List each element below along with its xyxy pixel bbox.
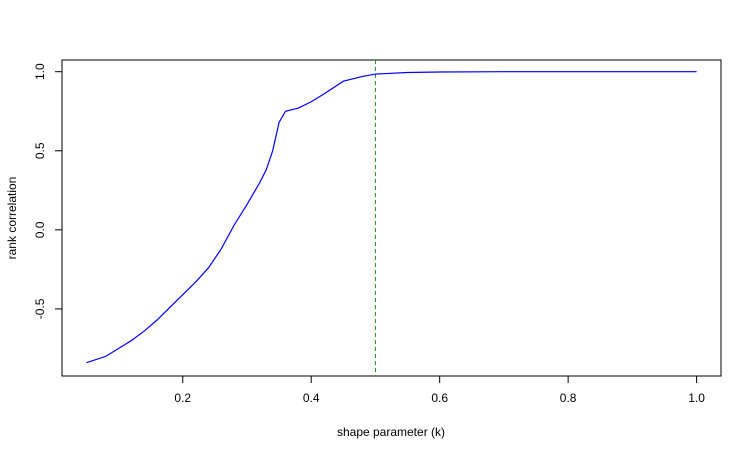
y-tick-label: 0.0 (33, 221, 47, 238)
x-tick-label: 0.4 (303, 391, 320, 405)
x-tick-label: 0.2 (174, 391, 191, 405)
plot-frame (61, 59, 722, 377)
data-line (86, 71, 697, 364)
x-tick-label: 0.6 (431, 391, 448, 405)
y-tick-label: 0.5 (33, 142, 47, 159)
x-tick-label: 0.8 (560, 391, 577, 405)
y-tick-label: -0.5 (33, 298, 47, 319)
x-tick-label: 1.0 (688, 391, 705, 405)
y-axis-label: rank correlation (5, 177, 19, 260)
x-axis-label: shape parameter (k) (337, 425, 445, 439)
y-tick-label: 1.0 (33, 63, 47, 80)
